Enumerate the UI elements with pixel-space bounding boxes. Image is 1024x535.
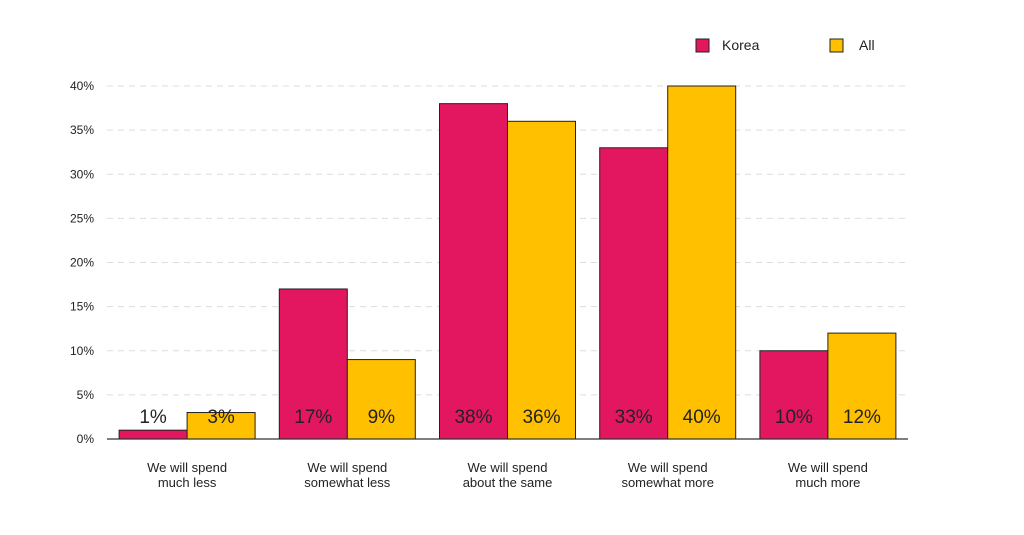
x-category-label: somewhat more <box>621 475 713 490</box>
data-label: 33% <box>615 407 653 428</box>
legend-label-korea: Korea <box>722 37 760 53</box>
y-tick-label: 40% <box>70 79 94 93</box>
data-label: 40% <box>683 407 721 428</box>
x-category-label: We will spend <box>628 460 708 475</box>
bar-all-3 <box>507 120 576 440</box>
x-category-label: somewhat less <box>304 475 390 490</box>
bar-all-2 <box>346 359 416 440</box>
y-tick-label: 20% <box>70 256 94 270</box>
data-label: 12% <box>843 407 881 428</box>
bar-korea-3 <box>439 103 508 440</box>
data-label: 38% <box>454 407 492 428</box>
data-labels: 1% 3% 17% 9% 38% 36% 33% 40% 10% 12% <box>139 407 881 428</box>
x-category-label: We will spend <box>788 460 868 475</box>
x-category-label: We will spend <box>307 460 387 475</box>
data-label: 3% <box>207 407 235 428</box>
x-category-label: much more <box>795 475 860 490</box>
legend-label-all: All <box>859 37 875 53</box>
data-label: 9% <box>368 407 396 428</box>
x-category-label: about the same <box>463 475 553 490</box>
legend-swatch-korea <box>695 38 710 53</box>
x-category-label: We will spend <box>147 460 227 475</box>
y-tick-label: 0% <box>77 432 95 446</box>
y-tick-label: 5% <box>77 388 95 402</box>
x-category-label: We will spend <box>468 460 548 475</box>
y-tick-label: 10% <box>70 344 94 358</box>
legend-swatch-all <box>829 38 844 53</box>
y-tick-label: 35% <box>70 123 94 137</box>
data-label: 1% <box>139 407 167 428</box>
y-tick-label: 30% <box>70 167 94 181</box>
data-label: 36% <box>522 407 560 428</box>
data-label: 10% <box>775 407 813 428</box>
x-category-label: much less <box>158 475 217 490</box>
y-tick-label: 25% <box>70 211 94 225</box>
bar-korea-4 <box>599 147 669 440</box>
legend: Korea All <box>695 37 875 53</box>
bars <box>118 85 897 440</box>
bar-korea-2 <box>278 288 348 440</box>
y-axis: 0% 5% 10% 15% 20% 25% 30% 35% 40% <box>70 79 94 446</box>
bar-korea-1 <box>118 429 188 440</box>
y-tick-label: 15% <box>70 300 94 314</box>
bar-all-4 <box>667 85 737 440</box>
data-label: 17% <box>294 407 332 428</box>
